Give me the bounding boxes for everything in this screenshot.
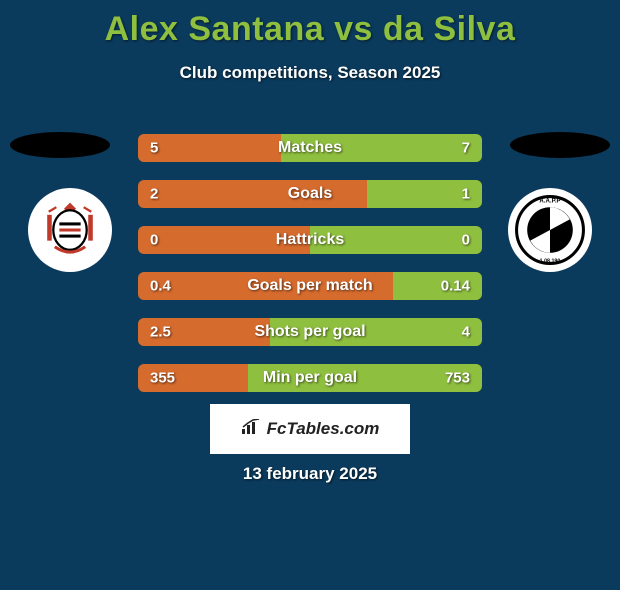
page-title: Alex Santana vs da Silva <box>0 10 620 49</box>
bar-value-right: 0.14 <box>441 278 470 295</box>
player-shadow-left <box>10 132 110 158</box>
bar-value-left: 0.4 <box>150 278 171 295</box>
bar-metric-label: Goals <box>288 185 332 203</box>
bar-left-fill <box>138 180 367 208</box>
team-logo-left <box>28 188 112 272</box>
bar-value-right: 753 <box>445 370 470 387</box>
svg-text:1.08.190: 1.08.190 <box>540 259 561 265</box>
watermark[interactable]: FcTables.com <box>210 404 410 454</box>
bar-metric-label: Min per goal <box>263 369 357 387</box>
corinthians-crest-icon <box>32 192 108 268</box>
comparison-bars: 5 Matches 7 2 Goals 1 0 Hattricks 0 0.4 … <box>138 134 482 410</box>
bar-row-min-per-goal: 355 Min per goal 753 <box>138 364 482 392</box>
svg-text:A.A.P.P: A.A.P.P <box>539 198 560 205</box>
bar-value-left: 0 <box>150 232 158 249</box>
watermark-text: FcTables.com <box>267 419 380 439</box>
bar-metric-label: Hattricks <box>276 231 344 249</box>
bar-metric-label: Matches <box>278 139 342 157</box>
player-shadow-right <box>510 132 610 158</box>
bar-value-left: 2.5 <box>150 324 171 341</box>
bar-value-right: 1 <box>462 186 470 203</box>
bar-row-goals: 2 Goals 1 <box>138 180 482 208</box>
team-logo-right: A.A.P.P 1.08.190 <box>508 188 592 272</box>
bar-value-left: 5 <box>150 140 158 157</box>
bar-value-left: 2 <box>150 186 158 203</box>
ponte-preta-crest-icon: A.A.P.P 1.08.190 <box>512 192 588 268</box>
bar-value-right: 7 <box>462 140 470 157</box>
bar-row-matches: 5 Matches 7 <box>138 134 482 162</box>
bar-value-left: 355 <box>150 370 175 387</box>
bar-left-fill <box>138 134 281 162</box>
bar-row-shots-per-goal: 2.5 Shots per goal 4 <box>138 318 482 346</box>
bar-row-goals-per-match: 0.4 Goals per match 0.14 <box>138 272 482 300</box>
page-subtitle: Club competitions, Season 2025 <box>0 63 620 83</box>
chart-icon <box>241 419 261 440</box>
bar-value-right: 4 <box>462 324 470 341</box>
bar-value-right: 0 <box>462 232 470 249</box>
bar-metric-label: Goals per match <box>247 277 372 295</box>
date-label: 13 february 2025 <box>243 464 377 484</box>
bar-row-hattricks: 0 Hattricks 0 <box>138 226 482 254</box>
bar-metric-label: Shots per goal <box>254 323 365 341</box>
